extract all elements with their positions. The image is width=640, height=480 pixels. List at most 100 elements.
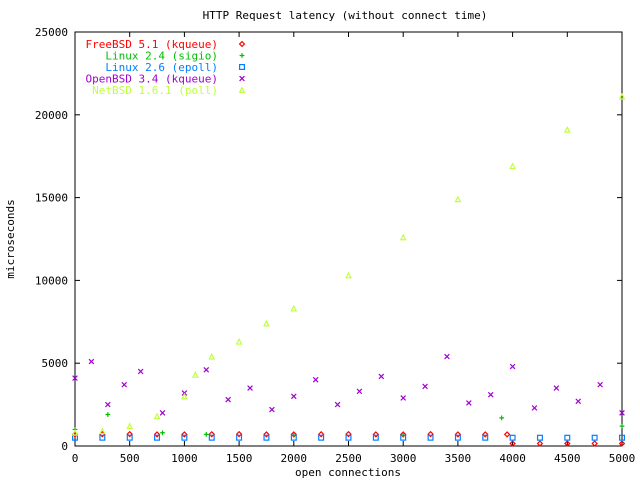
data-point — [536, 440, 544, 447]
data-point — [619, 423, 625, 429]
data-point — [290, 434, 297, 441]
legend: FreeBSD 5.1 (kqueue)Linux 2.4 (sigio)Lin… — [86, 38, 246, 97]
data-point — [235, 430, 243, 438]
data-point — [591, 434, 598, 441]
legend-label: Linux 2.6 (epoll) — [105, 61, 218, 74]
data-point — [399, 233, 407, 241]
y-tick-label: 5000 — [42, 357, 69, 370]
data-point — [181, 392, 188, 400]
axis-ticks: 0 500 1000 1500 2000 2500 3000 3500 4000 4500 5000… — [35, 26, 635, 465]
data-point — [208, 434, 215, 441]
data-point — [597, 381, 603, 388]
x-axis-label: open connections — [295, 466, 401, 479]
data-point — [247, 385, 253, 391]
data-point — [591, 440, 598, 447]
data-point — [553, 385, 560, 391]
data-point — [225, 396, 231, 403]
data-point — [208, 430, 215, 438]
data-point — [105, 412, 111, 417]
data-point — [400, 395, 407, 401]
data-point — [137, 368, 144, 375]
x-tick-label: 0 — [72, 452, 79, 465]
legend-marker — [238, 40, 246, 48]
legend-marker — [239, 75, 245, 82]
data-point — [618, 434, 625, 441]
data-point — [487, 391, 494, 398]
x-tick-label: 4500 — [554, 452, 581, 465]
data-point — [372, 431, 380, 438]
data-point — [564, 434, 571, 441]
data-point — [531, 405, 538, 411]
data-point — [181, 431, 188, 438]
chart-title: HTTP Request latency (without connect ti… — [203, 9, 488, 22]
data-point — [203, 432, 209, 437]
data-point — [203, 366, 210, 373]
data-point — [466, 400, 472, 406]
x-tick-label: 3500 — [445, 452, 472, 465]
data-point — [126, 434, 133, 441]
data-point — [345, 430, 352, 438]
x-tick-label: 500 — [120, 452, 140, 465]
data-point — [372, 434, 379, 441]
data-point — [422, 383, 428, 390]
data-point — [345, 271, 352, 279]
data-point — [356, 388, 363, 395]
y-tick-label: 10000 — [35, 274, 68, 287]
data-point — [318, 434, 325, 441]
data-point — [290, 304, 298, 312]
data-point — [153, 412, 161, 420]
data-point — [509, 363, 516, 370]
data-point — [509, 162, 516, 170]
data-point — [236, 434, 243, 441]
legend-marker — [239, 53, 245, 58]
y-tick-label: 25000 — [35, 26, 68, 39]
data-point — [482, 434, 489, 441]
data-point — [454, 195, 462, 203]
data-point — [153, 431, 161, 438]
data-point — [263, 319, 270, 327]
data-point — [499, 415, 505, 421]
data-point — [575, 398, 582, 405]
legend-marker — [239, 63, 246, 70]
y-tick-label: 15000 — [35, 192, 68, 205]
legend-label: FreeBSD 5.1 (kqueue) — [86, 38, 218, 51]
x-tick-label: 5000 — [609, 452, 636, 465]
data-point — [104, 401, 111, 408]
data-point — [72, 375, 78, 381]
data-point — [88, 358, 95, 365]
data-point — [509, 434, 516, 441]
x-tick-label: 1000 — [171, 452, 198, 465]
x-tick-label: 4000 — [499, 452, 526, 465]
data-point — [71, 429, 79, 436]
data-point — [444, 353, 450, 360]
data-point — [618, 440, 626, 447]
data-point — [154, 434, 161, 441]
data-point — [427, 434, 434, 441]
data-point — [564, 440, 571, 447]
data-point — [126, 430, 133, 438]
y-tick-label: 0 — [61, 440, 68, 453]
series-2 — [71, 434, 625, 441]
data-point — [482, 431, 489, 438]
x-tick-label: 2500 — [335, 452, 362, 465]
legend-marker — [238, 86, 246, 94]
data-point — [235, 337, 243, 345]
data-point — [263, 434, 270, 441]
x-tick-label: 3000 — [390, 452, 417, 465]
x-tick-label: 2000 — [281, 452, 308, 465]
data-series — [71, 92, 626, 447]
legend-label: OpenBSD 3.4 (kqueue) — [86, 73, 218, 86]
data-point — [126, 422, 134, 430]
data-point — [509, 440, 516, 447]
data-point — [400, 434, 407, 441]
data-point — [263, 431, 270, 438]
data-point — [536, 434, 543, 441]
data-point — [191, 371, 199, 378]
y-axis-label: microseconds — [4, 199, 17, 278]
data-point — [618, 92, 626, 100]
data-point — [317, 430, 325, 438]
data-point — [503, 431, 511, 438]
legend-label: NetBSD 1.6.1 (poll) — [92, 84, 218, 97]
